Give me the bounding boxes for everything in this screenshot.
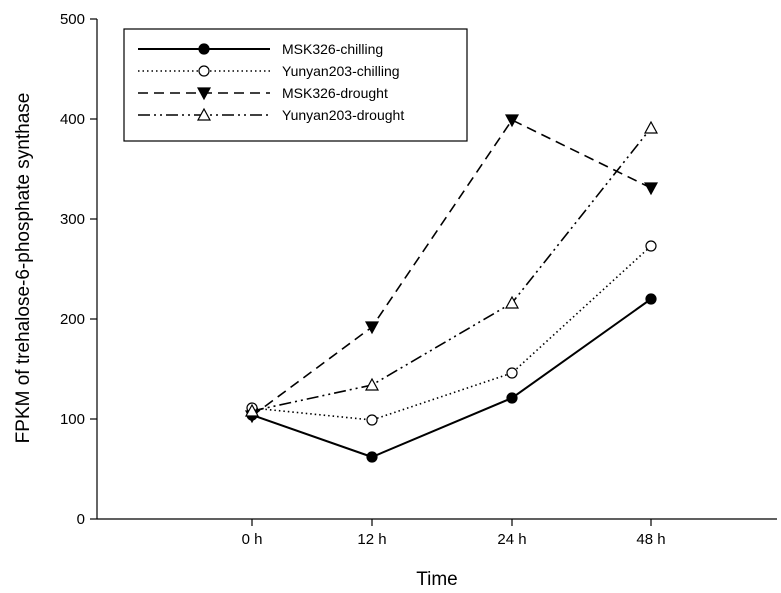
legend-entry: Yunyan203-chilling bbox=[138, 63, 400, 79]
y-tick-label: 400 bbox=[60, 111, 85, 128]
series-line bbox=[251, 118, 652, 417]
x-axis-title: Time bbox=[416, 569, 458, 590]
data-point bbox=[643, 182, 659, 196]
series-MSK326-drought bbox=[244, 114, 659, 424]
y-tick-label: 500 bbox=[60, 11, 85, 28]
legend-marker bbox=[196, 87, 212, 101]
x-tick-label: 12 h bbox=[357, 531, 386, 548]
legend-label: Yunyan203-drought bbox=[282, 107, 404, 123]
data-point bbox=[643, 120, 659, 134]
legend-entry: MSK326-drought bbox=[138, 85, 388, 101]
legend-label: MSK326-chilling bbox=[282, 41, 383, 57]
legend-marker bbox=[196, 107, 212, 121]
series-Yunyan203-drought bbox=[244, 120, 659, 417]
legend-label: MSK326-drought bbox=[282, 85, 388, 101]
legend-entry: MSK326-chilling bbox=[138, 41, 383, 57]
data-point bbox=[645, 293, 657, 305]
legend-entry: Yunyan203-drought bbox=[138, 107, 404, 123]
y-axis-title: FPKM of trehalose-6-phosphate synthase bbox=[13, 93, 34, 444]
data-point bbox=[366, 414, 378, 426]
y-tick-label: 300 bbox=[60, 211, 85, 228]
x-tick-label: 48 h bbox=[636, 531, 665, 548]
data-point bbox=[645, 240, 657, 252]
y-tick-label: 200 bbox=[60, 311, 85, 328]
axes bbox=[96, 19, 777, 520]
series-layer bbox=[244, 114, 659, 463]
data-point bbox=[504, 114, 520, 128]
legend: MSK326-chilling Yunyan203-chilling MSK326-… bbox=[123, 28, 468, 142]
data-point bbox=[364, 321, 380, 335]
data-point bbox=[364, 377, 380, 391]
data-point bbox=[506, 392, 518, 404]
series-Yunyan203-chilling bbox=[246, 240, 657, 426]
y-tick-label: 0 bbox=[77, 511, 85, 528]
x-tick-label: 0 h bbox=[242, 531, 263, 548]
series-MSK326-chilling bbox=[246, 293, 657, 463]
legend-label: Yunyan203-chilling bbox=[282, 63, 400, 79]
legend-marker bbox=[198, 43, 210, 55]
data-point bbox=[244, 403, 260, 417]
y-ticks: 0 100 200 300 400 500 bbox=[60, 11, 97, 528]
legend-box bbox=[123, 28, 468, 142]
x-tick-label: 24 h bbox=[497, 531, 526, 548]
y-tick-label: 100 bbox=[60, 411, 85, 428]
series-line bbox=[251, 298, 652, 459]
data-point bbox=[504, 295, 520, 309]
series-line bbox=[251, 127, 652, 412]
data-point bbox=[506, 367, 518, 379]
x-ticks: 0 h 12 h 24 h 48 h bbox=[242, 519, 666, 548]
data-point bbox=[366, 451, 378, 463]
legend-marker bbox=[198, 65, 210, 77]
series-line bbox=[251, 245, 652, 421]
